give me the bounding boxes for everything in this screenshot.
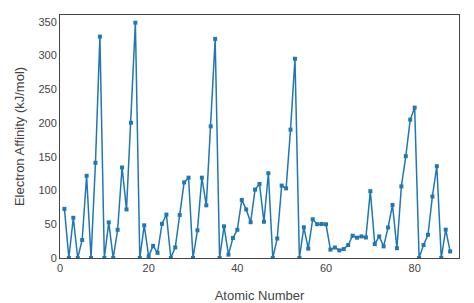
svg-text:200: 200 bbox=[38, 117, 56, 129]
svg-text:0: 0 bbox=[57, 262, 63, 274]
svg-text:50: 50 bbox=[45, 218, 57, 230]
svg-text:350: 350 bbox=[38, 16, 56, 28]
svg-text:60: 60 bbox=[320, 262, 332, 274]
svg-text:80: 80 bbox=[409, 262, 421, 274]
svg-text:20: 20 bbox=[143, 262, 155, 274]
svg-text:Electron Affinity (kJ/mol): Electron Affinity (kJ/mol) bbox=[12, 67, 27, 206]
svg-text:300: 300 bbox=[38, 49, 56, 61]
svg-text:100: 100 bbox=[38, 184, 56, 196]
svg-text:0: 0 bbox=[51, 252, 57, 264]
svg-text:250: 250 bbox=[38, 83, 56, 95]
svg-text:150: 150 bbox=[38, 151, 56, 163]
svg-text:Atomic Number: Atomic Number bbox=[215, 288, 305, 303]
svg-text:40: 40 bbox=[231, 262, 243, 274]
